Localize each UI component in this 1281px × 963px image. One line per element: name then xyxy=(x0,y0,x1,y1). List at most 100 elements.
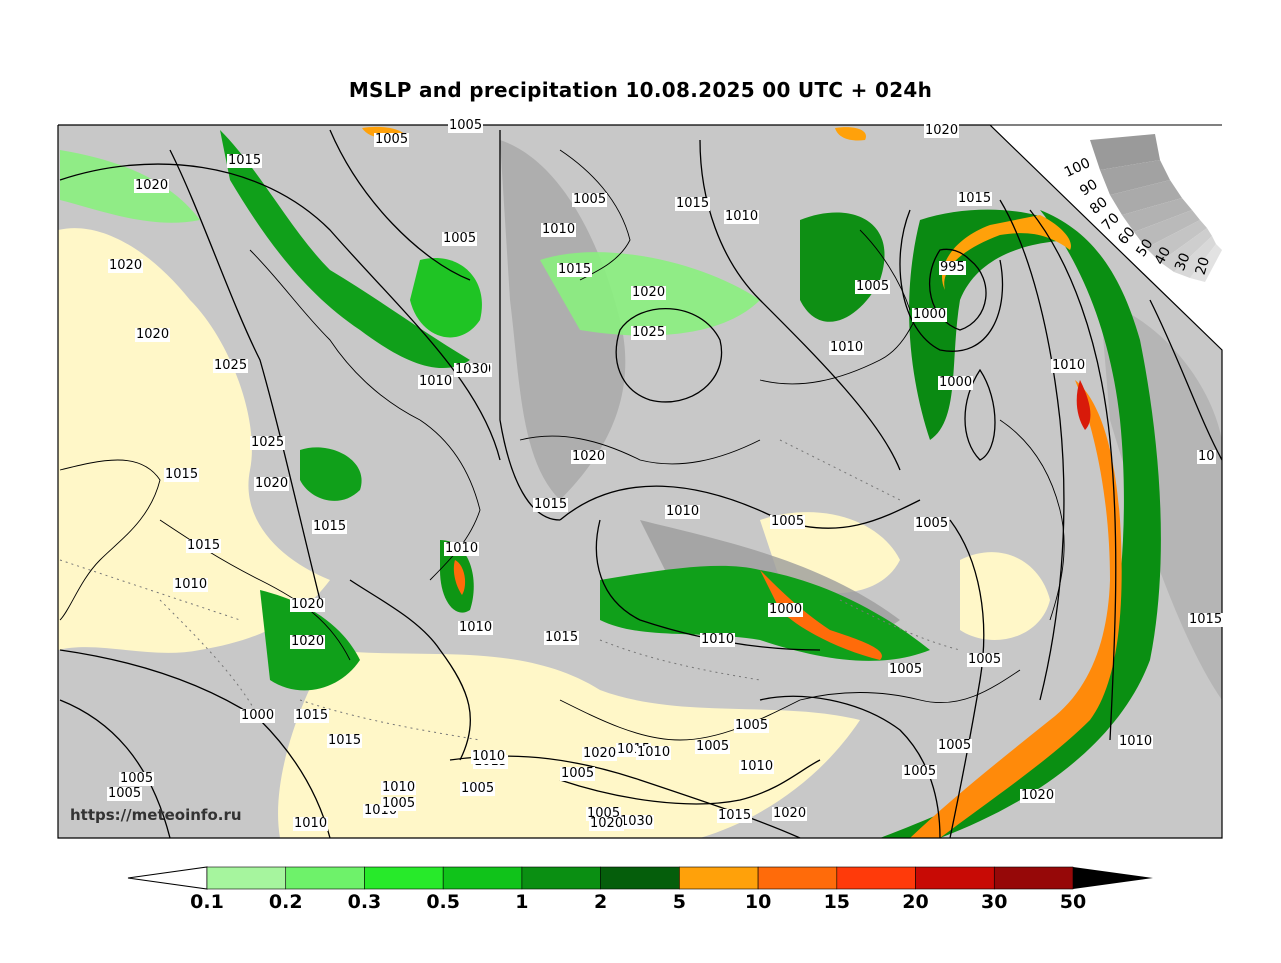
cloud-cover-scale xyxy=(1090,134,1222,282)
isobar-label: 1010 xyxy=(458,620,494,635)
clear-area-south xyxy=(278,650,861,838)
isobar-label: 1005 xyxy=(855,279,891,294)
isobar-label: 1005 xyxy=(107,786,143,801)
isobar-label: 1005 xyxy=(695,739,731,754)
isobar-label: 1015 xyxy=(164,467,200,482)
isobar-label: 1010 xyxy=(724,209,760,224)
isobar-label: 1010 xyxy=(1051,358,1087,373)
precip-system-ne xyxy=(800,212,885,322)
isobar-label: 1015 xyxy=(957,191,993,206)
colorbar-box xyxy=(836,866,916,890)
isobar-label: 1005 xyxy=(914,516,950,531)
isobar-label: 1000 xyxy=(768,602,804,617)
isobar-label: 1020 xyxy=(135,327,171,342)
isobar-label: 1015 xyxy=(717,808,753,823)
isobar-label: 1005 xyxy=(888,662,924,677)
colorbar-boxes xyxy=(206,866,1074,890)
isobar-label: 1010 xyxy=(739,759,775,774)
isobar-label: 1025 xyxy=(631,325,667,340)
colorbar-tick: 0.3 xyxy=(347,891,382,913)
isobar-label: 1010 xyxy=(444,541,480,556)
isobar-label: 1005 xyxy=(902,764,938,779)
isobar-label: 1010 xyxy=(1118,734,1154,749)
isobar-label: 1020 xyxy=(290,634,326,649)
colorbar-box xyxy=(521,866,601,890)
colorbar-high-arrow xyxy=(1073,867,1153,889)
colorbar-tick: 20 xyxy=(902,891,929,913)
isobar-label: 1010 xyxy=(381,780,417,795)
isobar-label: 1015 xyxy=(312,519,348,534)
precip-light-2 xyxy=(60,150,200,223)
precip-north-core-2 xyxy=(835,127,866,141)
isobar-label: 1015 xyxy=(675,196,711,211)
cloud-band-1 xyxy=(500,140,626,500)
colorbar-box xyxy=(600,866,680,890)
isobar-label: 1020 xyxy=(254,476,290,491)
colorbar-box xyxy=(206,866,287,890)
isobar-label: 1000 xyxy=(938,375,974,390)
colorbar-box xyxy=(993,866,1074,890)
isobar-label: 1020 xyxy=(589,816,625,831)
colorbar-box xyxy=(364,866,444,890)
colorbar-box xyxy=(757,866,838,890)
isobar-label: 1025 xyxy=(250,435,286,450)
colorbar-tick: 0.2 xyxy=(268,891,303,913)
isobar-label: 1005 xyxy=(381,796,417,811)
colorbar-box xyxy=(915,866,995,890)
colorbar-tick: 15 xyxy=(823,891,851,913)
colorbar-tick: 1 xyxy=(515,891,529,913)
isobar-label: 1015 xyxy=(533,497,569,512)
isobar-label: 1005 xyxy=(734,718,770,733)
isobar-label: 1020 xyxy=(924,123,960,138)
isobar-label: 1000 xyxy=(240,708,276,723)
watermark: https://meteoinfo.ru xyxy=(70,806,242,824)
isobar-label: 1015 xyxy=(1188,612,1224,627)
isobar-label: 1015 xyxy=(227,153,263,168)
isobar-label: 1005 xyxy=(460,781,496,796)
isobar-label: 1015 xyxy=(544,630,580,645)
isobar-label: 1020 xyxy=(1020,788,1056,803)
isobar-label: 1005 xyxy=(770,514,806,529)
precip-sw-cell-2 xyxy=(300,447,362,501)
colorbar-box xyxy=(285,866,365,890)
map-frame xyxy=(57,124,1223,839)
colorbar-tick: 50 xyxy=(1059,891,1087,913)
clear-area-west xyxy=(58,228,330,653)
isobar-label: 1020 xyxy=(571,449,607,464)
isobar-label: 995 xyxy=(939,260,966,275)
isobar-label: 1030 xyxy=(619,814,655,829)
isobar-label: 1000 xyxy=(912,307,948,322)
colorbar-tick: 10 xyxy=(744,891,772,913)
precip-front-east-core xyxy=(910,380,1122,838)
isobar-label: 1015 xyxy=(327,733,363,748)
isobar-label: 1010 xyxy=(541,222,577,237)
isobar-label: 1015 xyxy=(294,708,330,723)
colorbar-tick: 0.1 xyxy=(190,891,224,913)
colorbar-tick: 2 xyxy=(594,891,608,913)
isobar-label: 1005 xyxy=(937,738,973,753)
isobar-label: 1010 xyxy=(418,374,454,389)
isobar-label: 1020 xyxy=(108,258,144,273)
colorbar-tick: 5 xyxy=(672,891,686,913)
isobar-label: 1010 xyxy=(471,749,507,764)
isobar-label: 1010 xyxy=(665,504,701,519)
chart-title: MSLP and precipitation 10.08.2025 00 UTC… xyxy=(348,78,933,102)
colorbar-tick: 30 xyxy=(981,891,1008,913)
precip-front-east-heavy xyxy=(1076,380,1091,430)
isobar-label: 1010 xyxy=(293,816,329,831)
isobar-label: 1005 xyxy=(374,132,410,147)
isobar-label: 1010 xyxy=(173,577,209,592)
isobar-label: 1005 xyxy=(442,231,478,246)
isobar-label: 1005 xyxy=(119,771,155,786)
isobar-label: 1025 xyxy=(213,358,249,373)
isobar-label: 1020 xyxy=(582,746,618,761)
isobar-label: 1005 xyxy=(572,192,608,207)
colorbar-box xyxy=(679,866,759,890)
precip-central-core xyxy=(760,570,882,660)
isobar-label: 1020 xyxy=(631,285,667,300)
isobar-label: 10 xyxy=(1197,449,1216,464)
isobar-label: 1005 xyxy=(967,652,1003,667)
precip-west-core xyxy=(453,560,466,595)
isobar-label: 1020 xyxy=(772,806,808,821)
colorbar-low-arrow xyxy=(127,866,208,890)
